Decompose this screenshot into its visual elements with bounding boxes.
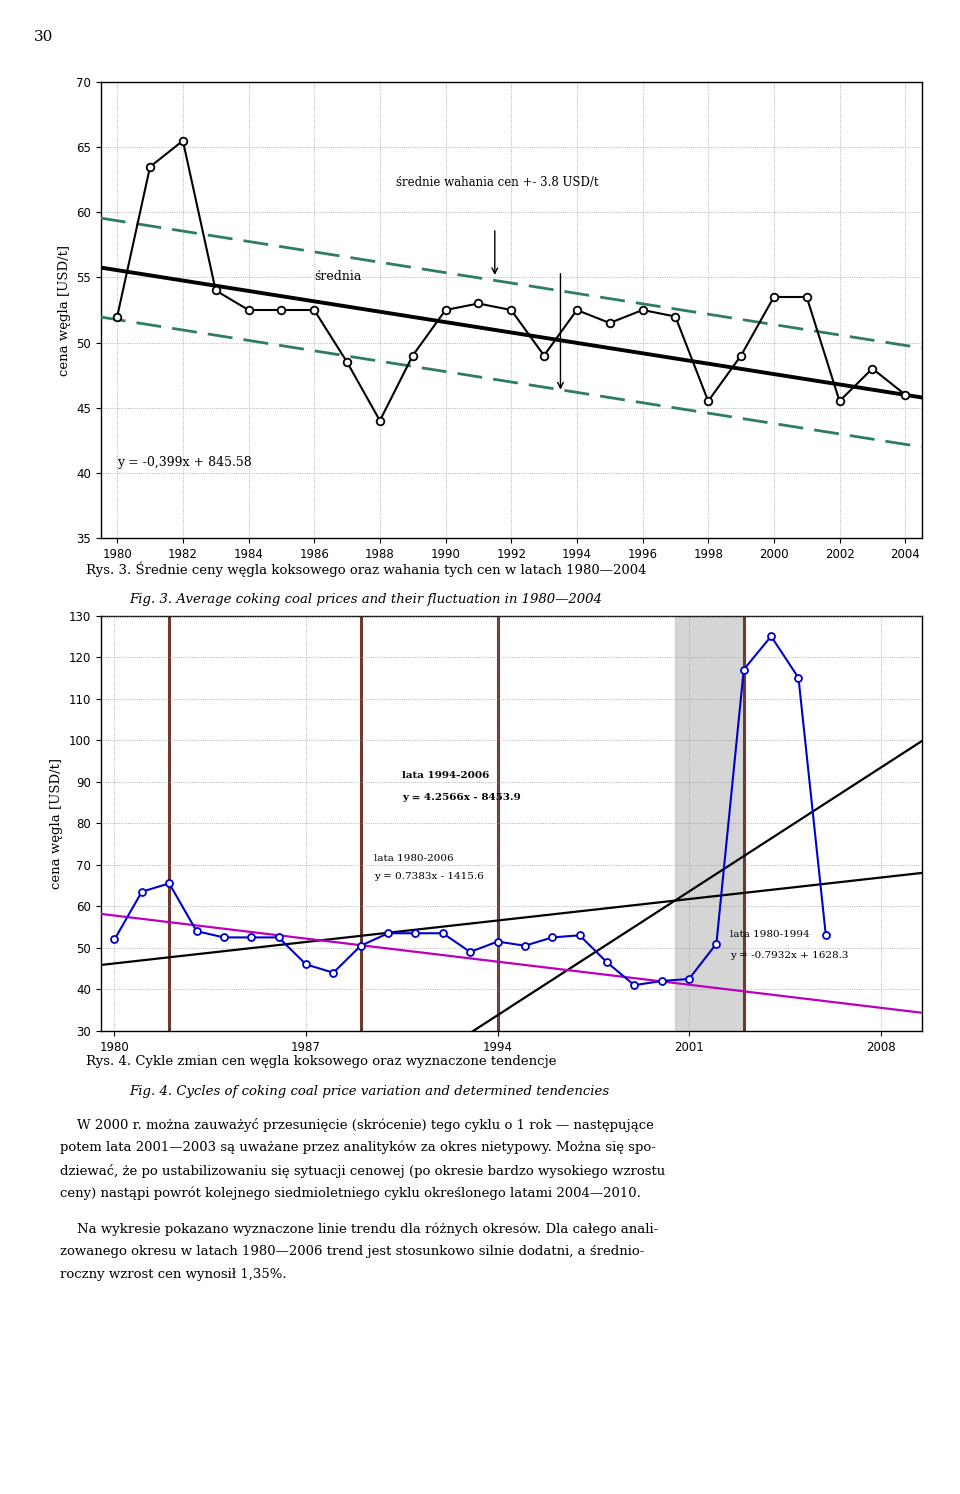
Text: zowanego okresu w latach 1980—2006 trend jest stosunkowo silnie dodatni, a średn: zowanego okresu w latach 1980—2006 trend… xyxy=(60,1246,644,1258)
Y-axis label: cena węgla [USD/t]: cena węgla [USD/t] xyxy=(58,245,71,375)
Text: średnia: średnia xyxy=(314,270,362,282)
Text: y = -0.7932x + 1628.3: y = -0.7932x + 1628.3 xyxy=(731,952,849,961)
Text: roczny wzrost cen wynosił 1,35%.: roczny wzrost cen wynosił 1,35%. xyxy=(60,1268,286,1282)
Text: Fig. 4. Cycles of coking coal price variation and determined tendencies: Fig. 4. Cycles of coking coal price vari… xyxy=(130,1085,610,1098)
Text: potem lata 2001—2003 są uważane przez analityków za okres nietypowy. Można się s: potem lata 2001—2003 są uważane przez an… xyxy=(60,1141,656,1155)
Text: lata 1980-2006: lata 1980-2006 xyxy=(374,853,454,862)
Text: Na wykresie pokazano wyznaczone linie trendu dla różnych okresów. Dla całego ana: Na wykresie pokazano wyznaczone linie tr… xyxy=(60,1222,658,1236)
Text: średnie wahania cen +- 3.8 USD/t: średnie wahania cen +- 3.8 USD/t xyxy=(396,176,599,190)
Text: Fig. 3. Average coking coal prices and their fluctuation in 1980—2004: Fig. 3. Average coking coal prices and t… xyxy=(130,593,603,607)
Text: W 2000 r. można zauważyć przesunięcie (skrócenie) tego cyklu o 1 rok — następują: W 2000 r. można zauważyć przesunięcie (s… xyxy=(60,1118,654,1131)
Text: y = 0.7383x - 1415.6: y = 0.7383x - 1415.6 xyxy=(374,872,484,881)
Text: ceny) nastąpi powrót kolejnego siedmioletniego cyklu określonego latami 2004—201: ceny) nastąpi powrót kolejnego siedmiole… xyxy=(60,1186,640,1201)
Text: lata 1994-2006: lata 1994-2006 xyxy=(402,771,490,780)
Text: Rys. 4. Cykle zmian cen węgla koksowego oraz wyznaczone tendencje: Rys. 4. Cykle zmian cen węgla koksowego … xyxy=(86,1055,557,1068)
Text: Rys. 3. Średnie ceny węgla koksowego oraz wahania tych cen w latach 1980—2004: Rys. 3. Średnie ceny węgla koksowego ora… xyxy=(86,562,647,577)
Y-axis label: cena węgla [USD/t]: cena węgla [USD/t] xyxy=(50,757,63,889)
Text: 30: 30 xyxy=(34,30,53,43)
Text: dziewаć, że po ustabilizowaniu się sytuacji cenowej (po okresie bardzo wysokiego: dziewаć, że po ustabilizowaniu się sytua… xyxy=(60,1164,664,1177)
Bar xyxy=(676,616,744,1031)
Text: y = 4.2566x - 8453.9: y = 4.2566x - 8453.9 xyxy=(402,793,520,802)
Text: y = -0,399x + 845.58: y = -0,399x + 845.58 xyxy=(117,456,252,469)
Text: lata 1980-1994: lata 1980-1994 xyxy=(731,931,809,940)
